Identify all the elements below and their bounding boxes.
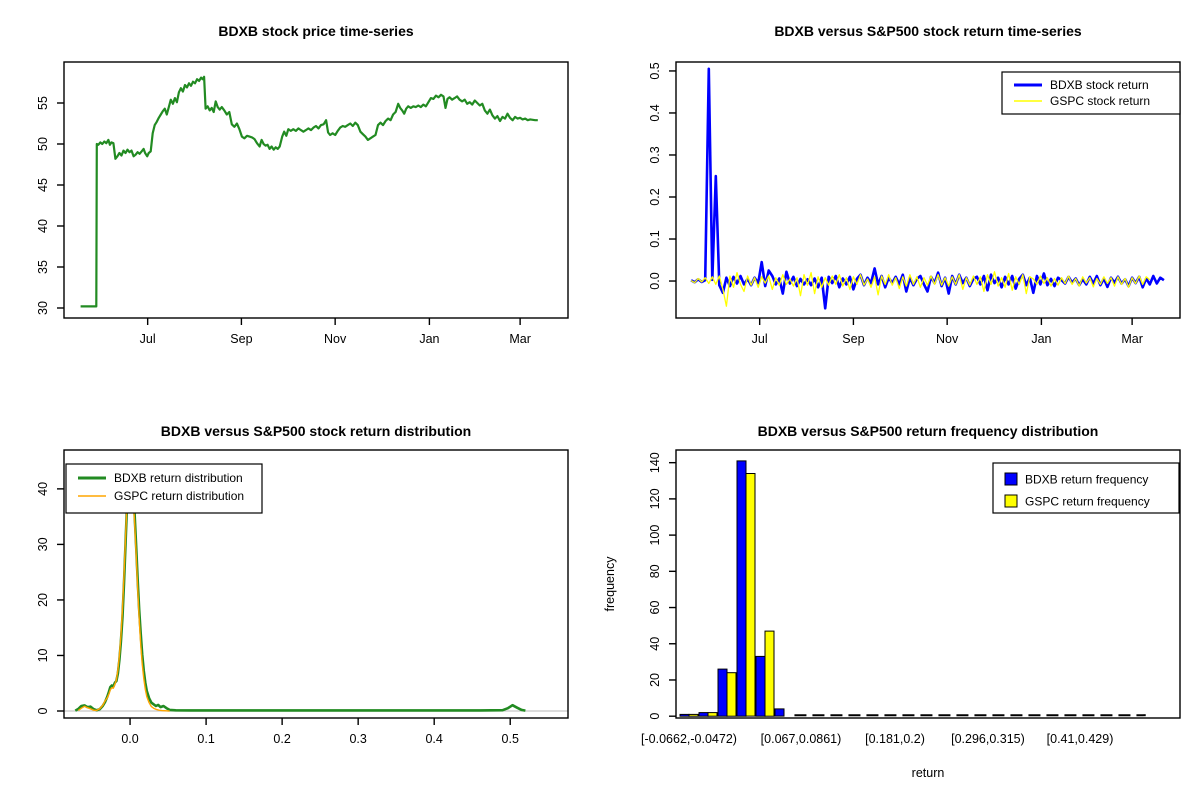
svg-text:GSPC return frequency: GSPC return frequency	[1025, 495, 1150, 509]
svg-text:BDXB stock return: BDXB stock return	[1050, 78, 1149, 92]
svg-text:55: 55	[36, 96, 50, 110]
svg-text:0.3: 0.3	[648, 146, 662, 163]
svg-text:GSPC stock return: GSPC stock return	[1050, 94, 1150, 108]
svg-text:GSPC return distribution: GSPC return distribution	[114, 489, 244, 503]
svg-text:frequency: frequency	[603, 556, 617, 612]
svg-text:0: 0	[648, 713, 662, 720]
svg-text:0.5: 0.5	[648, 62, 662, 79]
svg-text:Mar: Mar	[509, 332, 531, 346]
svg-text:0.4: 0.4	[648, 104, 662, 121]
svg-text:60: 60	[648, 601, 662, 615]
panel-price-time-series: BDXB stock price time-series 30 35 40 45 50 5…	[0, 0, 600, 400]
svg-text:[0.181,0.2): [0.181,0.2)	[865, 732, 925, 746]
svg-text:0.0: 0.0	[648, 272, 662, 289]
svg-text:0.5: 0.5	[502, 732, 519, 746]
svg-text:20: 20	[36, 593, 50, 607]
density-line-chart: 0 10 20 30 40 0.0 0.1 0.2 0.3 0.4 0.5 BDXB return d…	[36, 449, 569, 746]
svg-text:0.4: 0.4	[425, 732, 442, 746]
svg-text:0.2: 0.2	[648, 188, 662, 205]
svg-text:[0.296,0.315): [0.296,0.315)	[951, 732, 1025, 746]
svg-text:140: 140	[648, 452, 662, 473]
svg-text:0.0: 0.0	[121, 732, 138, 746]
svg-text:30: 30	[36, 537, 50, 551]
svg-text:35: 35	[36, 260, 50, 274]
svg-text:10: 10	[36, 648, 50, 662]
chart-title-price: BDXB stock price time-series	[218, 23, 414, 39]
price-line-chart: 30 35 40 45 50 55 Jul Sep Nov Jan Mar	[36, 61, 569, 346]
svg-text:Jan: Jan	[1031, 332, 1051, 346]
svg-text:0.2: 0.2	[273, 732, 290, 746]
svg-text:BDXB return frequency: BDXB return frequency	[1025, 473, 1148, 487]
svg-text:30: 30	[36, 301, 50, 315]
svg-text:Jul: Jul	[140, 332, 156, 346]
panel-frequency-distribution: BDXB versus S&P500 return frequency dist…	[600, 400, 1200, 800]
svg-text:20: 20	[648, 673, 662, 687]
svg-text:120: 120	[648, 488, 662, 509]
svg-text:[-0.0662,-0.0472): [-0.0662,-0.0472)	[641, 732, 737, 746]
svg-text:[0.41,0.429): [0.41,0.429)	[1047, 732, 1114, 746]
frequency-bar-chart: 0 20 40 60 80 100 120 140 [-0.0662,-0.0472) [0.06…	[603, 449, 1181, 780]
svg-text:0.1: 0.1	[648, 230, 662, 247]
chart-title-returns: BDXB versus S&P500 stock return time-ser…	[774, 23, 1082, 39]
svg-text:Nov: Nov	[936, 332, 959, 346]
panel-return-distribution: BDXB versus S&P500 stock return distribu…	[0, 400, 600, 800]
svg-text:Sep: Sep	[842, 332, 864, 346]
svg-text:50: 50	[36, 137, 50, 151]
svg-text:0.3: 0.3	[349, 732, 366, 746]
svg-text:BDXB return distribution: BDXB return distribution	[114, 471, 243, 485]
svg-text:Mar: Mar	[1121, 332, 1143, 346]
svg-text:80: 80	[648, 564, 662, 578]
svg-text:40: 40	[648, 637, 662, 651]
svg-text:[0.067,0.0861): [0.067,0.0861)	[761, 732, 842, 746]
svg-text:Jan: Jan	[419, 332, 439, 346]
svg-text:Sep: Sep	[230, 332, 252, 346]
svg-text:40: 40	[36, 482, 50, 496]
return-line-chart: 0.0 0.1 0.2 0.3 0.4 0.5 Jul Sep Nov Jan Mar BDXB st…	[648, 61, 1181, 346]
svg-text:0.1: 0.1	[197, 732, 214, 746]
svg-text:0: 0	[36, 707, 50, 714]
svg-text:Jul: Jul	[752, 332, 768, 346]
svg-text:return: return	[912, 766, 945, 780]
chart-title-frequency: BDXB versus S&P500 return frequency dist…	[757, 423, 1099, 439]
svg-text:100: 100	[648, 525, 662, 546]
svg-text:40: 40	[36, 219, 50, 233]
panel-return-time-series: BDXB versus S&P500 stock return time-ser…	[600, 0, 1200, 400]
chart-title-distribution: BDXB versus S&P500 stock return distribu…	[160, 423, 472, 439]
svg-text:Nov: Nov	[324, 332, 347, 346]
svg-text:45: 45	[36, 178, 50, 192]
